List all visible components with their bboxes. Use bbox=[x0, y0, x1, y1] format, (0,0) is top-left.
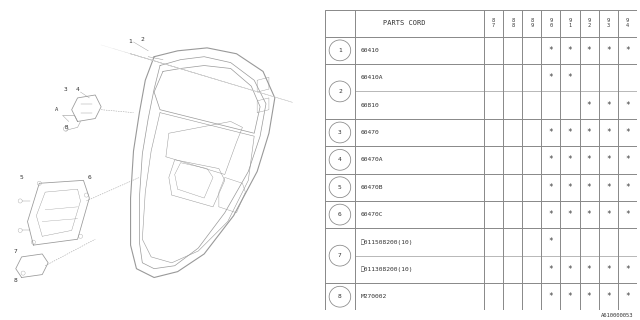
Text: 8
7: 8 7 bbox=[492, 18, 495, 28]
Text: 8
8: 8 8 bbox=[511, 18, 515, 28]
Text: Ⓑ011308200(10): Ⓑ011308200(10) bbox=[361, 267, 413, 272]
Text: *: * bbox=[548, 46, 553, 55]
Text: 8
9: 8 9 bbox=[531, 18, 533, 28]
Text: 8: 8 bbox=[14, 278, 18, 283]
Text: *: * bbox=[568, 292, 572, 301]
Text: 7: 7 bbox=[14, 249, 18, 253]
Text: 4: 4 bbox=[76, 87, 79, 92]
Text: 6: 6 bbox=[88, 175, 92, 180]
Text: *: * bbox=[548, 73, 553, 82]
Text: *: * bbox=[587, 128, 591, 137]
Text: *: * bbox=[568, 73, 572, 82]
Text: *: * bbox=[587, 100, 591, 110]
Text: 5: 5 bbox=[20, 175, 24, 180]
Text: 3: 3 bbox=[338, 130, 342, 135]
Text: *: * bbox=[548, 237, 553, 246]
Text: *: * bbox=[568, 155, 572, 164]
Text: *: * bbox=[625, 155, 630, 164]
Text: *: * bbox=[606, 100, 611, 110]
Text: *: * bbox=[568, 210, 572, 219]
Text: 9
4: 9 4 bbox=[626, 18, 629, 28]
Text: *: * bbox=[568, 46, 572, 55]
Text: 60470A: 60470A bbox=[361, 157, 383, 162]
Text: *: * bbox=[568, 128, 572, 137]
Text: 4: 4 bbox=[338, 157, 342, 162]
Text: 5: 5 bbox=[338, 185, 342, 190]
Text: 1: 1 bbox=[129, 39, 132, 44]
Text: Ⓑ011508200(10): Ⓑ011508200(10) bbox=[361, 239, 413, 245]
Text: *: * bbox=[606, 210, 611, 219]
Text: *: * bbox=[625, 128, 630, 137]
Text: 9
0: 9 0 bbox=[549, 18, 552, 28]
Text: 9
3: 9 3 bbox=[607, 18, 610, 28]
Text: 60470C: 60470C bbox=[361, 212, 383, 217]
Text: *: * bbox=[606, 292, 611, 301]
Text: *: * bbox=[548, 155, 553, 164]
Text: *: * bbox=[606, 128, 611, 137]
Text: *: * bbox=[625, 265, 630, 274]
Text: 2: 2 bbox=[338, 89, 342, 94]
Text: PARTS CORD: PARTS CORD bbox=[383, 20, 426, 26]
Text: *: * bbox=[568, 265, 572, 274]
Text: 2: 2 bbox=[140, 36, 144, 42]
Text: *: * bbox=[606, 265, 611, 274]
Text: *: * bbox=[606, 183, 611, 192]
Text: B: B bbox=[64, 125, 67, 130]
Text: 60470: 60470 bbox=[361, 130, 380, 135]
Text: *: * bbox=[587, 183, 591, 192]
Text: *: * bbox=[625, 100, 630, 110]
Text: *: * bbox=[625, 292, 630, 301]
Text: 60470B: 60470B bbox=[361, 185, 383, 190]
Text: *: * bbox=[587, 210, 591, 219]
Text: *: * bbox=[587, 46, 591, 55]
Text: *: * bbox=[568, 183, 572, 192]
Text: 8: 8 bbox=[338, 294, 342, 299]
Text: *: * bbox=[587, 292, 591, 301]
Text: 9
2: 9 2 bbox=[588, 18, 591, 28]
Text: *: * bbox=[548, 128, 553, 137]
Text: 1: 1 bbox=[338, 48, 342, 53]
Text: 3: 3 bbox=[64, 87, 68, 92]
Text: *: * bbox=[548, 265, 553, 274]
Text: *: * bbox=[587, 155, 591, 164]
Text: *: * bbox=[625, 183, 630, 192]
Text: *: * bbox=[548, 210, 553, 219]
Text: *: * bbox=[606, 46, 611, 55]
Text: 9
1: 9 1 bbox=[568, 18, 572, 28]
Text: 60810: 60810 bbox=[361, 103, 380, 108]
Text: *: * bbox=[625, 46, 630, 55]
Text: A: A bbox=[55, 107, 59, 112]
Text: *: * bbox=[606, 155, 611, 164]
Text: M270002: M270002 bbox=[361, 294, 387, 299]
Text: 6: 6 bbox=[338, 212, 342, 217]
Text: *: * bbox=[548, 183, 553, 192]
Text: 60410A: 60410A bbox=[361, 75, 383, 80]
Text: *: * bbox=[548, 292, 553, 301]
Text: *: * bbox=[587, 265, 591, 274]
Text: A610000053: A610000053 bbox=[601, 313, 634, 318]
Text: 60410: 60410 bbox=[361, 48, 380, 53]
Text: 7: 7 bbox=[338, 253, 342, 258]
Text: *: * bbox=[625, 210, 630, 219]
